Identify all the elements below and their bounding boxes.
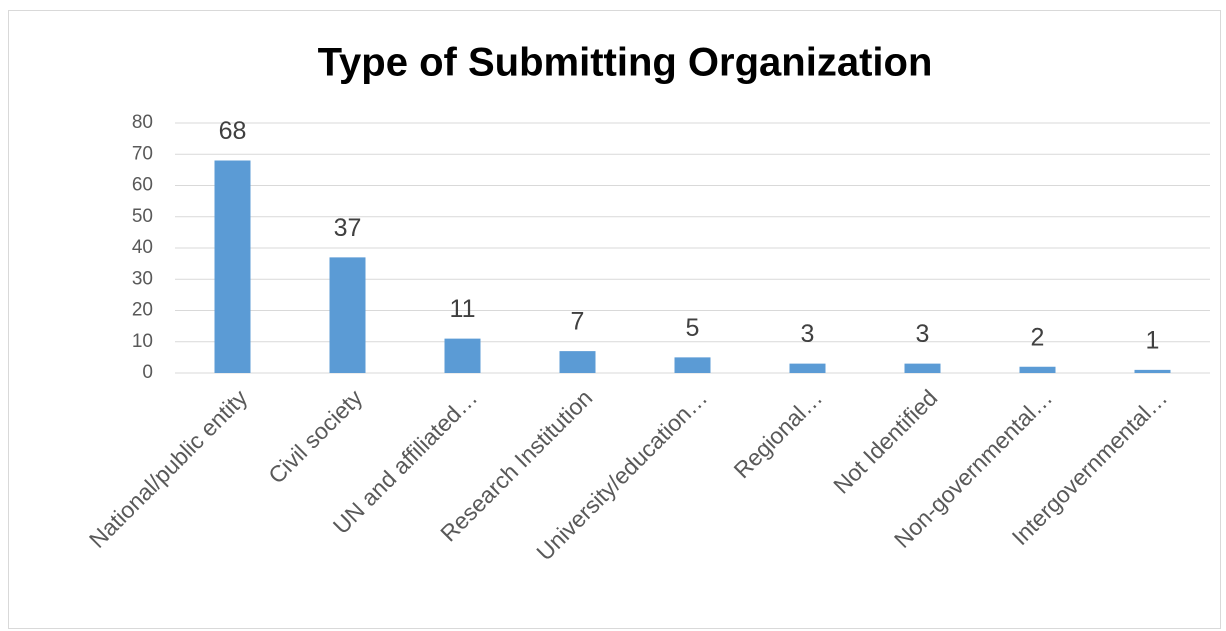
y-tick-label: 50 [132,206,153,227]
chart-border [8,10,1221,629]
data-label: 3 [916,320,930,348]
bar [789,363,826,373]
bar [329,257,366,373]
y-tick-label: 40 [132,237,153,258]
chart-title: Type of Submitting Organization [318,41,933,85]
y-tick-label: 10 [132,331,153,352]
bar [444,338,481,373]
bar [904,363,941,373]
bar [214,160,251,373]
data-label: 37 [334,214,362,242]
bar [674,357,711,373]
data-label: 7 [571,308,585,336]
data-label: 68 [219,117,247,145]
bar [559,351,596,373]
y-tick-label: 30 [132,268,153,289]
data-label: 3 [801,320,815,348]
y-tick-label: 60 [132,175,153,196]
data-label: 5 [686,314,700,342]
data-label: 11 [450,295,476,323]
y-tick-label: 70 [132,143,153,164]
data-label: 1 [1146,326,1160,354]
y-tick-label: 0 [142,362,153,383]
bar [1134,369,1171,373]
data-label: 2 [1031,323,1045,351]
y-tick-label: 80 [132,112,153,133]
bar [1019,366,1056,373]
y-tick-label: 20 [132,300,153,321]
